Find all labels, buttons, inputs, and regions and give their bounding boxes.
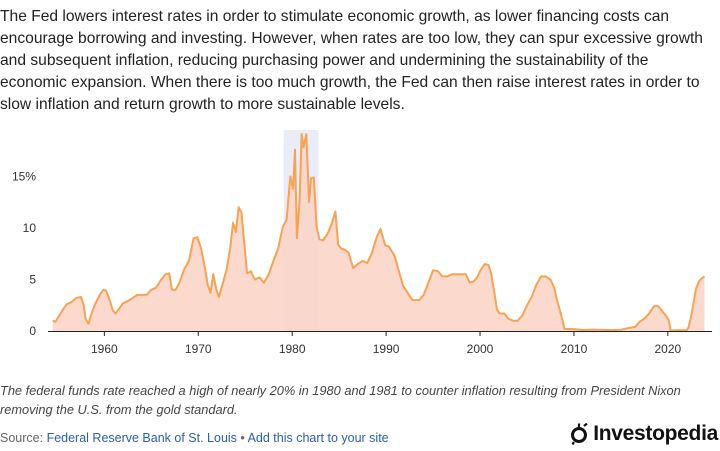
brand-name: Investopedia xyxy=(593,422,718,445)
x-tick-label: 2010 xyxy=(561,342,588,356)
x-tick-label: 1990 xyxy=(373,342,400,356)
investopedia-logo-icon xyxy=(571,423,588,445)
x-tick-label: 2000 xyxy=(467,342,494,356)
source-prefix: Source: xyxy=(0,431,47,445)
x-tick-label: 1970 xyxy=(185,342,212,356)
source-line: Source: Federal Reserve Bank of St. Loui… xyxy=(0,431,389,445)
y-tick-label: 5 xyxy=(29,272,36,286)
y-tick-label: 15% xyxy=(12,169,36,183)
x-tick-label: 1960 xyxy=(91,342,118,356)
intro-paragraph: The Fed lowers interest rates in order t… xyxy=(0,8,703,113)
add-chart-link[interactable]: Add this chart to your site xyxy=(247,431,389,445)
x-tick-label: 2020 xyxy=(655,342,682,356)
y-tick-label: 0 xyxy=(29,324,36,338)
source-separator: • xyxy=(236,431,248,445)
brand-logo[interactable]: Investopedia xyxy=(571,422,718,446)
y-tick-label: 10 xyxy=(23,221,37,235)
x-tick-label: 1980 xyxy=(279,342,306,356)
series-area xyxy=(52,134,705,331)
fed-funds-rate-chart: 0 5 10 15% 1960 1970 1980 1990 2000 2010 2020 xyxy=(12,130,712,356)
chart-caption: The federal funds rate reached a high of… xyxy=(0,383,681,417)
series-line xyxy=(52,133,706,332)
source-link[interactable]: Federal Reserve Bank of St. Louis xyxy=(46,431,237,445)
